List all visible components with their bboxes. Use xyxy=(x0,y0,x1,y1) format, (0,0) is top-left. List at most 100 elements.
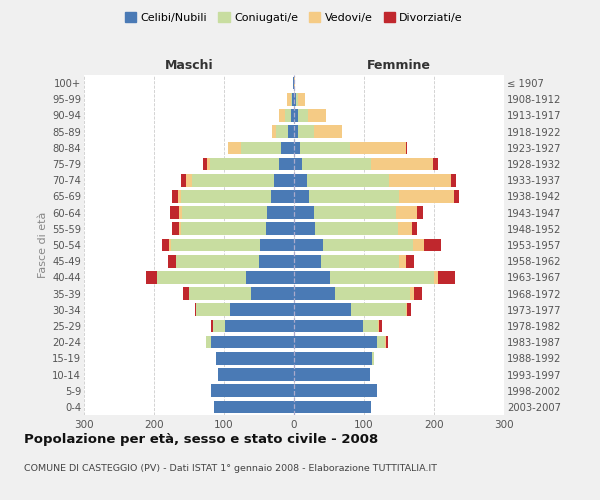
Bar xyxy=(294,271,331,283)
Bar xyxy=(350,142,406,154)
Bar xyxy=(294,109,298,122)
Bar xyxy=(377,336,385,348)
Bar xyxy=(171,238,260,252)
Bar xyxy=(179,206,182,219)
Bar xyxy=(294,384,377,397)
Bar xyxy=(373,352,374,364)
Bar xyxy=(323,238,413,252)
Bar xyxy=(184,288,189,300)
Bar xyxy=(247,271,294,283)
Bar xyxy=(407,304,411,316)
Bar xyxy=(211,384,294,397)
Bar xyxy=(192,174,274,186)
Bar xyxy=(272,126,276,138)
Bar xyxy=(307,174,389,186)
Bar xyxy=(169,238,171,252)
Bar xyxy=(146,271,157,283)
Bar xyxy=(294,336,377,348)
Bar xyxy=(385,336,386,348)
Bar xyxy=(414,288,422,300)
Bar xyxy=(203,158,206,170)
Bar xyxy=(210,158,278,170)
Bar xyxy=(434,271,437,283)
Bar xyxy=(271,190,294,202)
Bar xyxy=(371,158,433,170)
Bar xyxy=(399,190,454,202)
Bar xyxy=(335,288,410,300)
Bar xyxy=(251,288,294,300)
Bar xyxy=(228,142,241,154)
Bar xyxy=(399,255,406,268)
Bar xyxy=(294,304,352,316)
Bar xyxy=(302,158,371,170)
Bar xyxy=(294,158,302,170)
Bar xyxy=(294,400,371,413)
Bar xyxy=(298,126,314,138)
Bar xyxy=(266,222,294,235)
Bar xyxy=(406,255,415,268)
Bar xyxy=(170,206,179,219)
Bar xyxy=(398,222,412,235)
Y-axis label: Fasce di età: Fasce di età xyxy=(38,212,48,278)
Bar xyxy=(287,93,290,106)
Bar xyxy=(294,93,296,106)
Bar xyxy=(294,238,323,252)
Bar xyxy=(362,320,378,332)
Text: Popolazione per età, sesso e stato civile - 2008: Popolazione per età, sesso e stato civil… xyxy=(24,432,378,446)
Bar xyxy=(396,206,417,219)
Bar xyxy=(294,288,335,300)
Text: COMUNE DI CASTEGGIO (PV) - Dati ISTAT 1° gennaio 2008 - Elaborazione TUTTITALIA.: COMUNE DI CASTEGGIO (PV) - Dati ISTAT 1°… xyxy=(24,464,437,473)
Bar xyxy=(226,320,294,332)
Bar xyxy=(294,142,299,154)
Bar xyxy=(315,222,398,235)
Bar xyxy=(417,206,423,219)
Bar xyxy=(320,255,399,268)
Bar xyxy=(281,142,294,154)
Bar xyxy=(289,126,294,138)
Bar xyxy=(378,320,379,332)
Bar xyxy=(179,222,181,235)
Bar xyxy=(182,206,268,219)
Bar xyxy=(294,352,373,364)
Bar xyxy=(454,190,459,202)
Bar xyxy=(206,158,210,170)
Bar xyxy=(213,320,226,332)
Bar xyxy=(410,288,414,300)
Bar xyxy=(278,158,294,170)
Bar xyxy=(276,126,289,138)
Bar xyxy=(298,93,305,106)
Bar xyxy=(176,255,259,268)
Bar xyxy=(178,190,181,202)
Bar xyxy=(299,142,350,154)
Bar xyxy=(314,126,341,138)
Bar xyxy=(294,320,362,332)
Bar xyxy=(211,336,294,348)
Bar xyxy=(259,255,294,268)
Bar xyxy=(389,174,451,186)
Bar xyxy=(241,142,281,154)
Bar xyxy=(172,222,179,235)
Bar xyxy=(168,255,176,268)
Text: Maschi: Maschi xyxy=(164,59,214,72)
Bar xyxy=(292,93,294,106)
Bar xyxy=(285,109,290,122)
Bar xyxy=(294,77,295,90)
Bar xyxy=(186,174,192,186)
Bar xyxy=(424,238,441,252)
Bar xyxy=(274,174,294,186)
Bar xyxy=(412,222,417,235)
Bar xyxy=(406,304,407,316)
Bar xyxy=(230,304,294,316)
Bar xyxy=(294,255,320,268)
Bar xyxy=(181,174,186,186)
Bar xyxy=(218,368,294,381)
Bar xyxy=(211,320,213,332)
Bar xyxy=(290,109,294,122)
Bar xyxy=(260,238,294,252)
Bar xyxy=(215,352,294,364)
Bar xyxy=(314,206,396,219)
Bar xyxy=(294,174,307,186)
Bar xyxy=(352,304,406,316)
Bar xyxy=(181,222,266,235)
Bar xyxy=(294,368,370,381)
